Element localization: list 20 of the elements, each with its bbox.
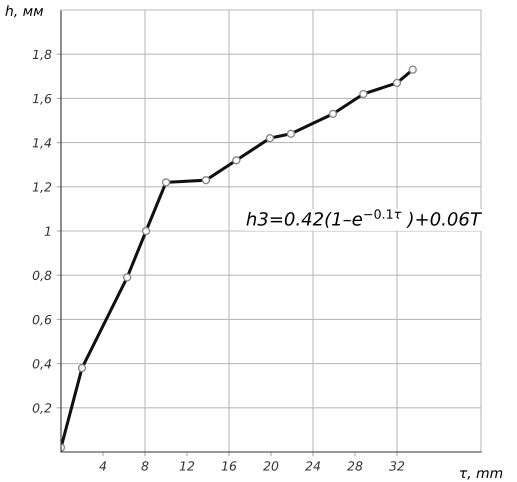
x-tick-label: 20: [263, 461, 278, 471]
annotation: h3=0.42(1–e$^{−0.1τ}$ )+0.06T: [246, 209, 482, 228]
y-tick-label: 1,4: [32, 138, 52, 149]
x-tick-label: 4: [99, 461, 106, 471]
y-tick-label: 1,2: [32, 182, 52, 193]
x-tick-label: 32: [389, 461, 404, 471]
y-tick-label: 0,2: [32, 403, 52, 414]
x-tick-label: 12: [180, 461, 194, 471]
y-axis-title: h, мм: [5, 5, 44, 18]
x-tick-label: 16: [222, 461, 236, 471]
x-axis-title: τ, mm: [460, 470, 502, 480]
x-tick-label: 24: [305, 461, 320, 471]
y-tick-label: 0,6: [32, 314, 52, 326]
x-tick-label: 28: [347, 461, 362, 471]
y-tick-label: 0,4: [32, 359, 52, 370]
y-tick-label: 0,8: [32, 270, 52, 282]
y-tick-label: 1,8: [32, 50, 52, 60]
y-tick-label: 1: [44, 226, 50, 236]
y-tick-label: 1,6: [32, 94, 52, 105]
x-tick-label: 8: [141, 461, 148, 471]
